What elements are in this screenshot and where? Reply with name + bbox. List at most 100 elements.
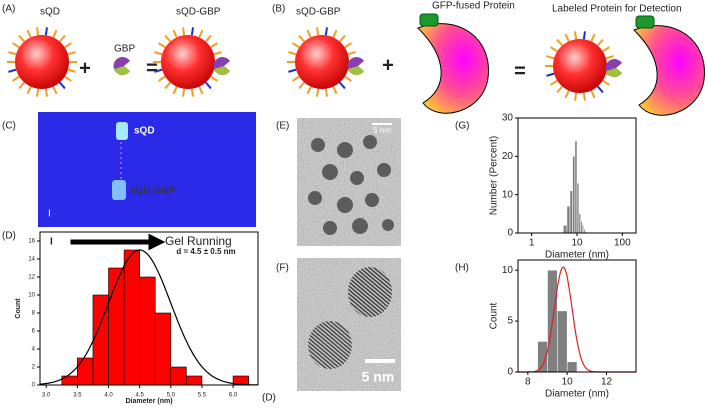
- bar: [186, 375, 203, 386]
- ligand: [164, 81, 172, 90]
- x-tick-label: 10: [571, 238, 583, 249]
- gbp: [214, 66, 230, 76]
- ligand: [338, 34, 346, 43]
- x-tick-label: 100: [614, 238, 631, 249]
- equals-sign: =: [146, 57, 158, 79]
- panel-label: (A): [2, 4, 15, 15]
- bar: [123, 249, 140, 386]
- ligand: [288, 51, 297, 56]
- ligand: [574, 31, 578, 40]
- ligand: [546, 55, 555, 60]
- y-tick-label: 0: [507, 367, 513, 378]
- ligand: [306, 86, 312, 95]
- bar: [154, 312, 172, 386]
- ligand: [58, 34, 66, 43]
- ligand: [306, 29, 312, 38]
- ligand: [344, 42, 352, 49]
- ligand: [210, 42, 218, 49]
- x-tick-label: 5.5: [198, 393, 207, 399]
- quantum-dot: [545, 31, 615, 101]
- panel-label: (G): [455, 121, 469, 132]
- y-tick-label: 8: [32, 311, 36, 317]
- y-tick-label: 6: [32, 329, 36, 335]
- ligand: [590, 33, 596, 42]
- ligand: [338, 81, 346, 90]
- ligand: [316, 88, 320, 97]
- ligand: [602, 79, 610, 86]
- ligand: [172, 29, 178, 38]
- ligand: [556, 85, 564, 94]
- x-tick-label: 3.0: [42, 393, 51, 399]
- scheme-text: sQD-GBP: [176, 7, 221, 18]
- ligand: [52, 86, 58, 95]
- ligand: [596, 38, 604, 47]
- annotation: d = 4.5 ± 0.5 nm: [176, 247, 235, 256]
- ligand: [190, 88, 194, 97]
- ligand: [64, 42, 72, 49]
- ligand: [292, 42, 300, 49]
- fit-curve: [39, 249, 258, 386]
- ligand: [182, 88, 186, 97]
- ligand: [550, 46, 558, 53]
- ligand: [288, 68, 297, 73]
- bar: [139, 276, 156, 386]
- protein: [417, 23, 489, 114]
- scheme-text: sQD-GBP: [296, 7, 341, 18]
- ligand: [67, 68, 76, 73]
- ligand: [182, 27, 186, 36]
- ligand: [298, 81, 306, 90]
- bar: [566, 205, 571, 234]
- y-tick-label: 10: [502, 265, 514, 276]
- bar: [77, 357, 94, 386]
- scale-label: 5 nm: [373, 126, 391, 135]
- y-tick-label: 0: [32, 383, 36, 389]
- y-tick-label: 10: [28, 293, 35, 299]
- arrow: [70, 233, 166, 251]
- gbp: [606, 68, 622, 78]
- y-tick-label: 5: [507, 316, 513, 327]
- ligand: [172, 86, 178, 95]
- ligand: [590, 90, 596, 99]
- bar: [574, 140, 578, 234]
- ligand: [332, 86, 338, 95]
- ligand: [158, 75, 166, 82]
- ligand: [213, 51, 222, 56]
- x-tick-label: 12: [601, 377, 613, 388]
- y-axis-label: Number (Percent): [489, 136, 500, 215]
- x-axis-label: Diameter (nm): [545, 250, 609, 261]
- quantum-dot: [7, 27, 77, 97]
- ligand: [204, 81, 212, 90]
- protein: [633, 25, 705, 116]
- gfp: [419, 13, 439, 27]
- ligand: [316, 27, 320, 36]
- ligand: [332, 29, 338, 38]
- panel-label: (H): [455, 263, 469, 274]
- ligand: [36, 88, 40, 97]
- ligand: [204, 34, 212, 43]
- ligand: [582, 92, 586, 101]
- panel-label: (E): [276, 121, 289, 132]
- gel-well: I: [50, 237, 53, 248]
- quantum-dot: [153, 27, 223, 97]
- x-tick-label: 6.0: [229, 393, 238, 399]
- ligand: [550, 79, 558, 86]
- y-tick-label: 10: [502, 189, 514, 200]
- y-tick-label: 4: [32, 347, 36, 353]
- ligand: [344, 75, 352, 82]
- y-axis-label: Count: [489, 302, 500, 329]
- x-tick-label: 4.5: [135, 393, 144, 399]
- x-axis-label: Diameter (nm): [125, 398, 172, 405]
- ligand: [18, 81, 26, 90]
- x-tick-label: 4.0: [104, 393, 113, 399]
- ligand: [67, 51, 76, 56]
- ligand: [26, 29, 32, 38]
- sphere: [161, 35, 215, 89]
- ligand: [582, 31, 586, 40]
- y-tick-label: 0: [507, 228, 513, 239]
- ligand: [198, 29, 204, 38]
- ligand: [596, 85, 604, 94]
- scheme-text: Labeled Protein for Detection: [552, 4, 682, 15]
- ligand: [324, 27, 328, 36]
- gbp: [114, 66, 130, 76]
